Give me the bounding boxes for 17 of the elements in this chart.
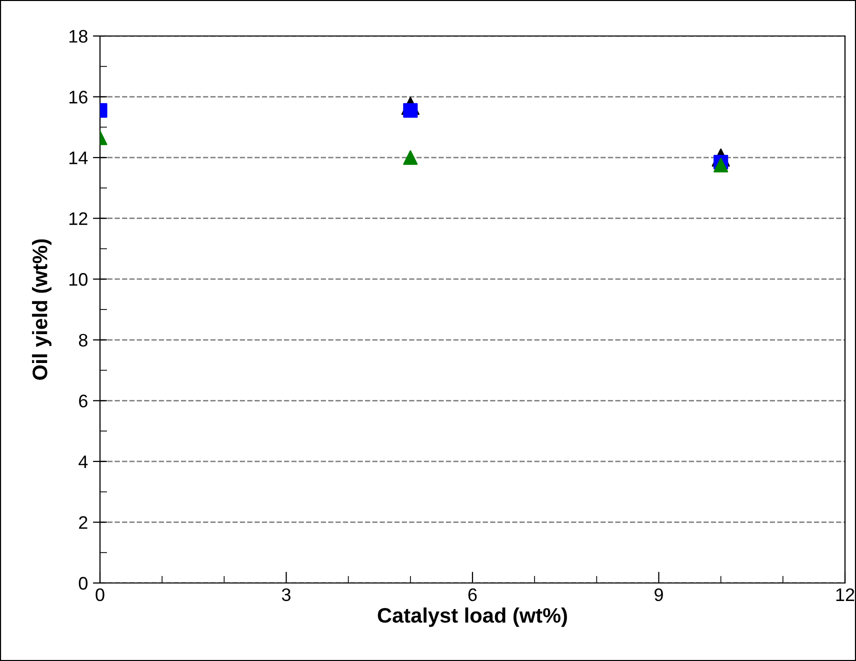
x-tick-label: 0	[96, 588, 104, 602]
x-tick-label: 3	[282, 588, 290, 602]
y-tick-label: 0	[78, 576, 88, 590]
y-tick-label: 14	[69, 152, 88, 164]
y-tick-label: 2	[79, 516, 88, 529]
y-tick-label: 16	[69, 90, 88, 104]
x-axis-title: Catalyst load (wt%)	[378, 607, 567, 627]
y-tick-label: 4	[78, 456, 88, 468]
x-tick-label: 6	[468, 588, 477, 602]
x-tick-label: 9	[654, 588, 663, 602]
y-tick-label: 12	[69, 212, 88, 225]
y-tick-label: 10	[69, 273, 88, 286]
y-axis-title: Oil yield (wt%)	[32, 239, 52, 380]
y-tick-label: 6	[79, 394, 88, 408]
x-tick-label: 12	[836, 588, 854, 601]
y-tick-label: 8	[78, 334, 88, 347]
y-tick-label: 18	[69, 30, 88, 43]
